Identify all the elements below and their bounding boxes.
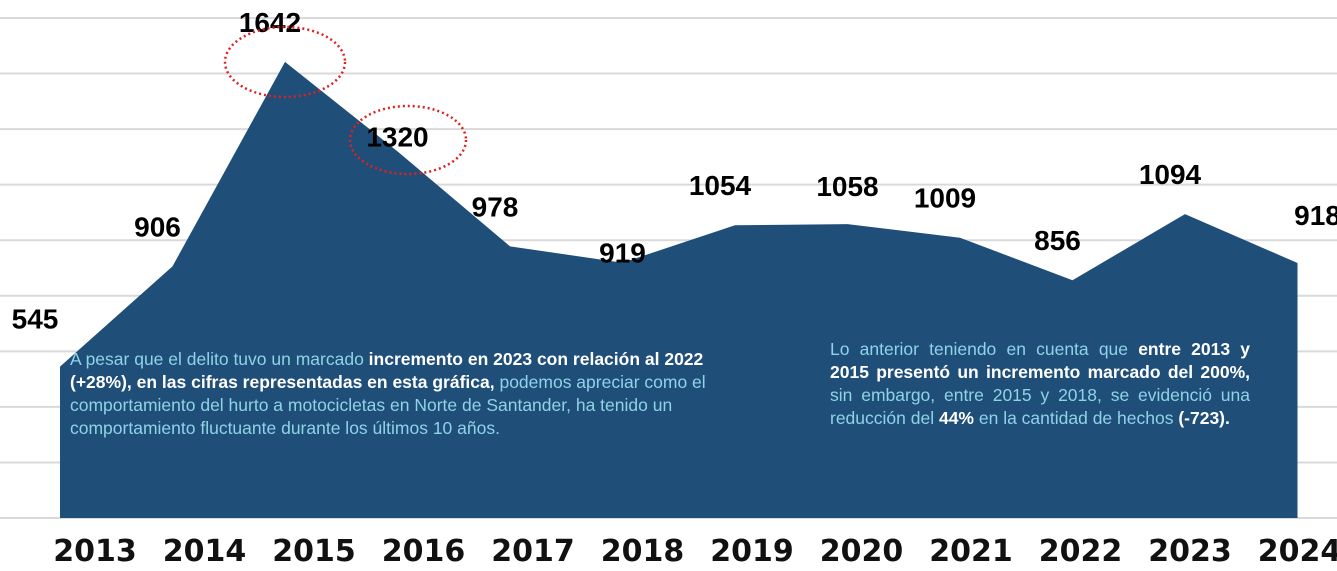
value-label: 1058 bbox=[816, 171, 878, 202]
annotation-text: (-723). bbox=[1178, 408, 1230, 428]
annotation-text: incremento en 2023 con relación al 2022 … bbox=[70, 349, 704, 392]
x-tick-label: 2023 bbox=[1148, 534, 1232, 569]
x-tick-label: 2021 bbox=[929, 534, 1013, 569]
annotation-text: entre 2013 y 2015 presentó un incremento… bbox=[830, 339, 1251, 382]
annotation: A pesar que el delito tuvo un marcado in… bbox=[70, 348, 750, 440]
x-tick-label: 2016 bbox=[382, 534, 466, 569]
highlight-circle bbox=[223, 25, 347, 99]
x-tick-label: 2014 bbox=[163, 534, 247, 569]
annotation-text: podemos apreciar como el comportamiento … bbox=[70, 372, 706, 438]
value-label: 545 bbox=[12, 304, 59, 335]
x-tick-label: 2017 bbox=[491, 534, 575, 569]
x-tick-label: 2022 bbox=[1039, 534, 1123, 569]
annotation-text: en la cantidad de hechos bbox=[974, 408, 1179, 428]
value-label: 906 bbox=[134, 211, 181, 242]
value-label: 978 bbox=[472, 191, 519, 222]
value-label: 918 bbox=[1294, 200, 1337, 231]
highlight-circle bbox=[348, 104, 468, 176]
x-tick-label: 2013 bbox=[53, 534, 137, 569]
value-label: 919 bbox=[599, 238, 646, 269]
annotation-text: A pesar que el delito tuvo un marcado bbox=[70, 349, 369, 369]
value-label: 1054 bbox=[689, 170, 752, 201]
value-label: 1094 bbox=[1139, 159, 1202, 190]
annotation-text: Lo anterior teniendo en cuenta que bbox=[830, 339, 1139, 359]
value-label: 856 bbox=[1034, 225, 1081, 256]
annotation-text: 44% bbox=[938, 408, 974, 428]
annotation: Lo anterior teniendo en cuenta que entre… bbox=[830, 338, 1250, 430]
value-label: 1320 bbox=[366, 121, 428, 152]
value-label: 1009 bbox=[914, 183, 976, 214]
x-tick-label: 2015 bbox=[272, 534, 356, 569]
x-tick-label: 2018 bbox=[601, 534, 685, 569]
x-tick-label: 2019 bbox=[710, 534, 794, 569]
area bbox=[60, 61, 1298, 519]
annotation-text: sin embargo, entre 2015 y 2018, se evide… bbox=[830, 385, 1250, 428]
x-tick-label: 2020 bbox=[820, 534, 904, 569]
x-tick-label: 2024 bbox=[1258, 534, 1337, 569]
